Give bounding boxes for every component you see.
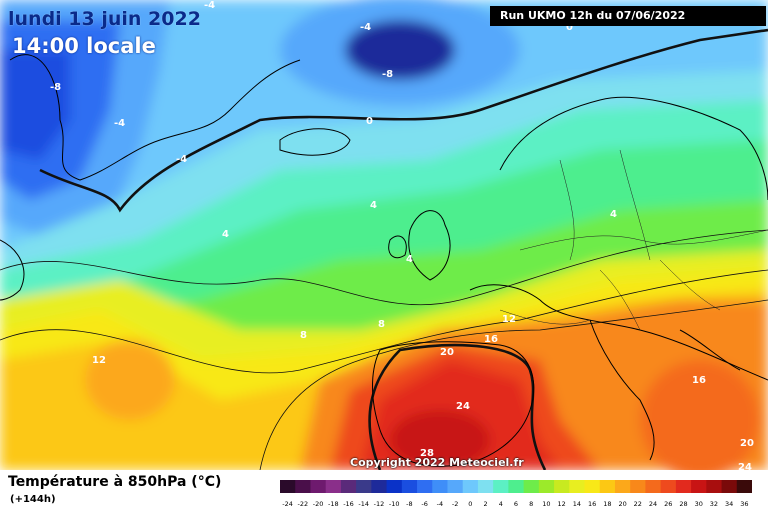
scale-swatch [386,480,403,493]
temperature-map: -4 -4 -8 -8 -4 -4 0 0 4 4 4 4 8 8 12 12 … [0,0,768,470]
forecast-time: 14:00 locale [12,34,156,58]
scale-tick-label: 6 [514,500,518,508]
forecast-lead-time: (+144h) [10,494,56,505]
contour-label: -4 [176,154,187,165]
model-run-label: Run UKMO 12h du 07/06/2022 [490,6,766,26]
scale-swatch [584,480,601,493]
scale-tick-label: -24 [282,500,293,508]
scale-tick-label: -4 [437,500,443,508]
scale-tick-label: 18 [603,500,611,508]
scale-swatch [691,480,707,493]
scale-tick-label: 26 [664,500,672,508]
color-scale: -24 -22 -20 -18 -16 -14 -12 -10 -8 -6 -4 -2 0 2 4 6 8 10 1… [280,480,752,508]
contour-label: 28 [420,448,434,459]
contour-label: 8 [300,330,307,341]
scale-swatch [280,480,296,493]
scale-tick-label: -20 [313,500,324,508]
contour-label: 0 [566,22,573,33]
scale-tick-label: 10 [542,500,550,508]
scale-tick-label: -12 [374,500,385,508]
scale-tick-label: 36 [740,500,748,508]
scale-swatch [447,480,464,493]
scale-swatch [523,480,540,493]
scale-swatch [554,480,570,493]
scale-tick-label: 28 [679,500,687,508]
scale-swatch [569,480,586,493]
copyright-notice: Copyright 2022 Meteociel.fr [350,456,524,469]
scale-tick-label: 12 [558,500,566,508]
contour-label: 8 [378,319,385,330]
scale-swatch [417,480,433,493]
scale-tick-label: -2 [452,500,458,508]
scale-tick-label: -6 [421,500,427,508]
coastlines [0,54,768,467]
scale-swatch [538,480,555,493]
contour-label: 4 [406,254,413,265]
scale-tick-label: 4 [499,500,503,508]
contour-label: 24 [456,401,470,412]
scale-swatch [630,480,646,493]
contour-label: -8 [382,69,393,80]
contour-label: 20 [440,347,454,358]
country-borders [499,149,768,331]
scale-tick-label: 16 [588,500,596,508]
contour-labels: -4 -4 -8 -8 -4 -4 0 0 4 4 4 4 8 8 12 12 … [50,0,754,470]
scale-swatch [721,480,738,493]
scale-tick-label: 0 [468,500,472,508]
scale-tick-label: 30 [695,500,703,508]
scale-swatch [325,480,342,493]
contour-label: -4 [114,118,125,129]
scale-tick-label: 8 [529,500,533,508]
scale-swatch [401,480,418,493]
contour-label: 4 [610,209,617,220]
scale-swatch [736,480,752,493]
contour-label: 4 [370,200,377,211]
scale-swatch [295,480,311,493]
scale-tick-label: 14 [573,500,581,508]
scale-tick-label: 32 [710,500,718,508]
scale-swatch [462,480,479,493]
scale-tick-label: 34 [725,500,733,508]
scale-tick-label: 24 [649,500,657,508]
scale-swatch [493,480,509,493]
scale-tick-label: 22 [634,500,642,508]
contour-label: -4 [204,0,215,11]
scale-swatch [614,480,631,493]
forecast-date: lundi 13 juin 2022 [8,8,201,30]
scale-tick-label: -16 [343,500,354,508]
scale-tick-label: -14 [358,500,369,508]
contour-label: 24 [738,462,752,470]
contour-label: 16 [484,334,498,345]
scale-swatch [645,480,662,493]
contour-label: 0 [366,116,373,127]
scale-tick-label: -10 [389,500,400,508]
contour-label: 12 [92,355,106,366]
scale-swatch [340,480,357,493]
scale-tick-label: 20 [618,500,626,508]
scale-tick-label: 2 [483,500,487,508]
scale-swatch [477,480,494,493]
scale-swatch [599,480,616,493]
contour-label: 16 [692,375,706,386]
scale-swatch [675,480,692,493]
scale-swatch [371,480,388,493]
scale-tick-label: -18 [328,500,339,508]
scale-swatch [508,480,525,493]
scale-swatch [310,480,327,493]
contour-label: 12 [502,314,516,325]
scale-swatch [356,480,372,493]
temperature-field [0,0,768,470]
scale-swatch [660,480,677,493]
scale-tick-label: -22 [298,500,309,508]
contour-label: -8 [50,82,61,93]
scale-swatch [432,480,448,493]
contour-label: 4 [222,229,229,240]
isotherms [0,28,768,470]
scale-tick-label: -8 [406,500,412,508]
legend-title: Température à 850hPa (°C) [8,474,222,490]
contour-label: -4 [360,22,371,33]
scale-swatch [706,480,723,493]
contour-label: 20 [740,438,754,449]
